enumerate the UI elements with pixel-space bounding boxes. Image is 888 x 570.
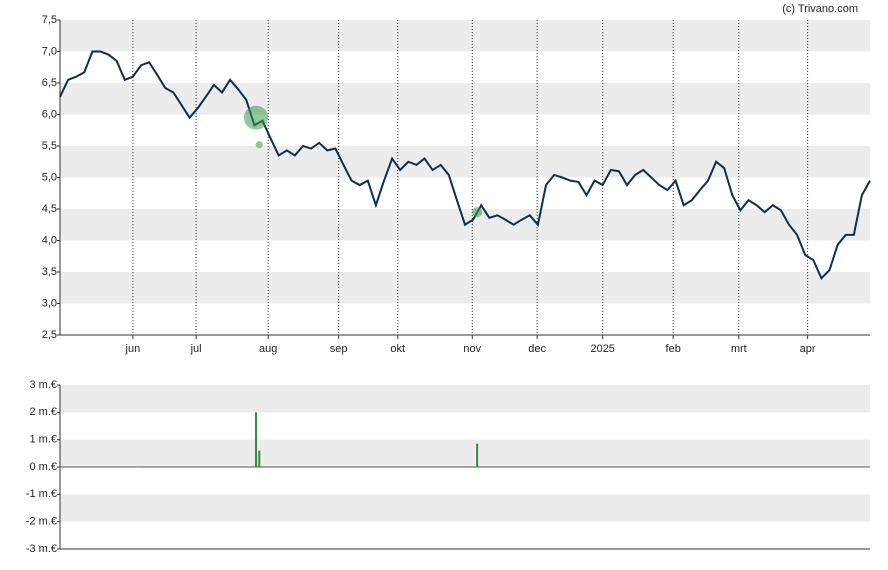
volume-bar — [476, 443, 479, 467]
trade-marker — [244, 105, 269, 130]
x-tick-label: okt — [390, 343, 405, 355]
volume-bar — [135, 466, 138, 468]
band — [60, 385, 870, 413]
x-tick-label: 2025 — [590, 343, 614, 355]
x-tick-label: mrt — [731, 343, 747, 355]
y-tick-label: -2 m.€ — [26, 516, 57, 528]
x-tick-label: nov — [463, 343, 481, 355]
band — [60, 272, 870, 304]
band — [60, 494, 870, 522]
band — [60, 83, 870, 115]
y-tick-label: 1 m.€ — [29, 434, 57, 446]
y-tick-label: 6,0 — [42, 108, 57, 120]
band — [60, 439, 870, 467]
y-tick-label: 7,0 — [42, 45, 57, 57]
y-tick-label: 0 m.€ — [29, 461, 57, 473]
x-tick-label: jun — [125, 343, 141, 355]
price-line — [59, 50, 871, 281]
x-tick-label: feb — [666, 343, 681, 355]
y-tick-label: -1 m.€ — [26, 488, 57, 500]
y-tick-label: 5,0 — [42, 171, 57, 183]
y-tick-label: 2 m.€ — [29, 406, 57, 418]
y-tick-label: -3 m.€ — [26, 543, 57, 555]
y-tick-label: 6,5 — [42, 77, 57, 89]
x-tick-label: dec — [528, 343, 546, 355]
y-tick-label: 5,5 — [42, 140, 57, 152]
x-tick-label: sep — [330, 343, 348, 355]
trade-marker — [255, 141, 263, 149]
y-tick-label: 3 m.€ — [29, 379, 57, 391]
y-tick-label: 4,5 — [42, 203, 57, 215]
trade-marker — [472, 207, 483, 218]
band — [60, 146, 870, 178]
volume-bar — [258, 450, 261, 467]
y-tick-label: 4,0 — [42, 234, 57, 246]
band — [60, 20, 870, 52]
y-tick-label: 2,5 — [42, 329, 57, 341]
x-tick-label: apr — [800, 343, 816, 355]
credit: (c) Trivano.com — [782, 3, 858, 15]
y-tick-label: 3,0 — [42, 297, 57, 309]
x-tick-label: jul — [190, 343, 202, 355]
y-tick-label: 7,5 — [42, 14, 57, 26]
y-tick-label: 3,5 — [42, 266, 57, 278]
x-tick-label: aug — [259, 343, 277, 355]
volume-bar — [255, 412, 258, 467]
